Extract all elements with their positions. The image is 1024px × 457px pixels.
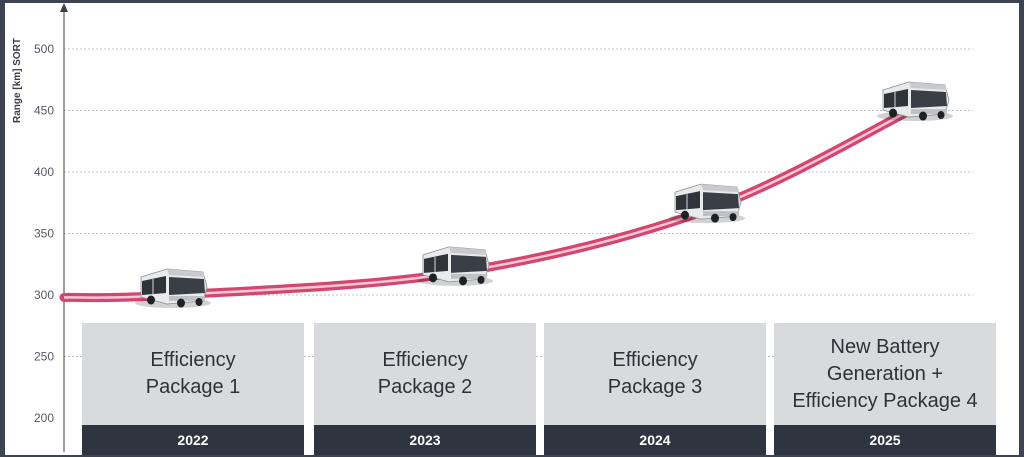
bus-icon	[668, 183, 746, 224]
y-tick-label: 200	[34, 411, 54, 425]
y-axis-label: Range [km] SORT	[12, 38, 23, 123]
year-label: 2025	[774, 425, 996, 455]
package-card: Efficiency Package 3	[544, 323, 766, 425]
package-card: Efficiency Package 1	[82, 323, 304, 425]
y-axis-arrow	[60, 3, 68, 12]
range-chart: 200 250 300 350 400 450 500 Range [km] SORT	[12, 3, 973, 452]
y-tick-label: 300	[34, 288, 54, 302]
package-card: New Battery Generation + Efficiency Pack…	[774, 323, 996, 425]
package-label: Efficiency Package 1	[145, 349, 241, 398]
y-tick-label: 400	[34, 165, 54, 179]
bus-icon	[876, 81, 954, 122]
year-label: 2022	[82, 425, 304, 455]
bus-icon	[134, 268, 212, 309]
package-card: Efficiency Package 2	[314, 323, 536, 425]
package-label: New Battery Generation + Efficiency Pack…	[792, 335, 978, 412]
y-tick-label: 350	[34, 227, 54, 241]
year-label: 2024	[544, 425, 766, 455]
package-label: Efficiency Package 2	[377, 349, 473, 398]
grid-lines	[64, 48, 973, 357]
year-label: 2023	[314, 425, 536, 455]
y-tick-label: 450	[34, 104, 54, 118]
chart-canvas: 200 250 300 350 400 450 500 Range [km] SORT Ef…	[5, 3, 1019, 455]
range-line	[59, 103, 920, 303]
package-label: Efficiency Package 3	[607, 349, 703, 398]
y-tick-label: 500	[34, 42, 54, 56]
bus-icon	[416, 246, 494, 287]
y-tick-label: 250	[34, 350, 54, 364]
